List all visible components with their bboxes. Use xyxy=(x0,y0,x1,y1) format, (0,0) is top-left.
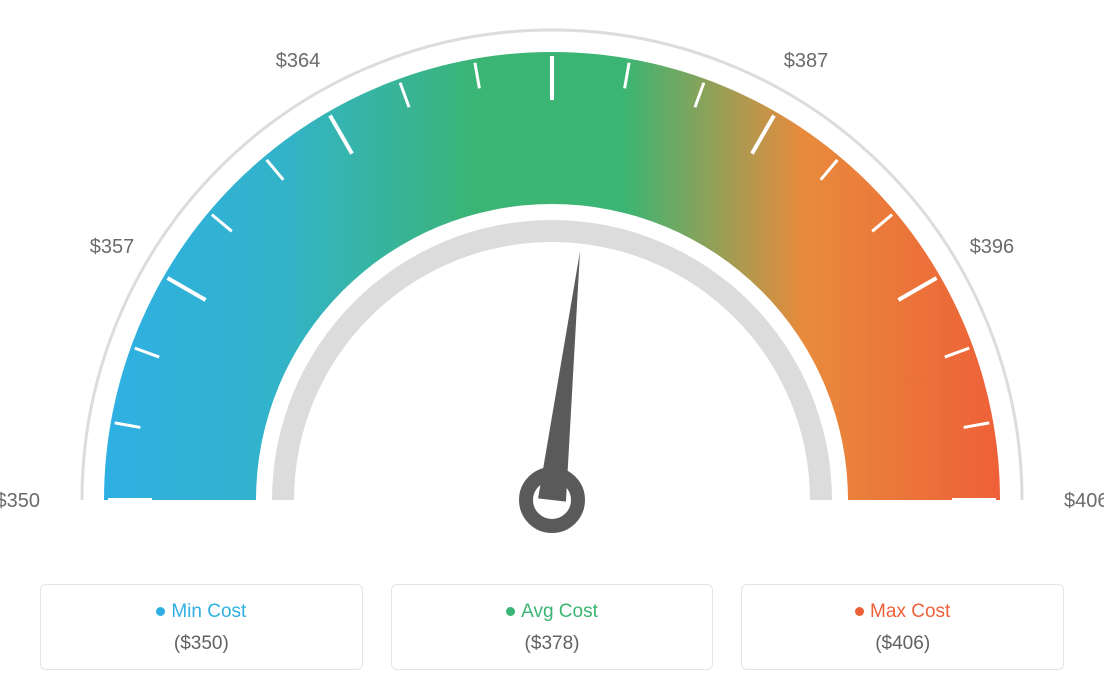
legend-card-avg: Avg Cost ($378) xyxy=(391,584,714,670)
legend-title-min: Min Cost xyxy=(51,601,352,623)
dot-icon xyxy=(855,607,864,616)
dot-icon xyxy=(506,607,515,616)
legend-avg-label: Avg Cost xyxy=(521,601,598,622)
legend-title-max: Max Cost xyxy=(752,601,1053,623)
tick-label: $357 xyxy=(90,236,135,258)
tick-label: $406 xyxy=(1064,490,1104,512)
legend-title-avg: Avg Cost xyxy=(402,601,703,623)
gauge-svg: $350$357$364$378$387$396$406 xyxy=(0,0,1104,560)
tick-label: $387 xyxy=(784,50,829,72)
cost-gauge-chart: $350$357$364$378$387$396$406 Min Cost ($… xyxy=(0,0,1104,690)
legend-max-value: ($406) xyxy=(752,633,1053,655)
legend-min-label: Min Cost xyxy=(171,601,246,622)
legend-max-label: Max Cost xyxy=(870,601,950,622)
gauge-area: $350$357$364$378$387$396$406 xyxy=(0,0,1104,560)
tick-label: $396 xyxy=(970,236,1015,258)
tick-label: $350 xyxy=(0,490,40,512)
legend-card-max: Max Cost ($406) xyxy=(741,584,1064,670)
legend-row: Min Cost ($350) Avg Cost ($378) Max Cost… xyxy=(40,584,1064,670)
legend-card-min: Min Cost ($350) xyxy=(40,584,363,670)
dot-icon xyxy=(156,607,165,616)
legend-min-value: ($350) xyxy=(51,633,352,655)
legend-avg-value: ($378) xyxy=(402,633,703,655)
tick-label: $364 xyxy=(276,50,321,72)
